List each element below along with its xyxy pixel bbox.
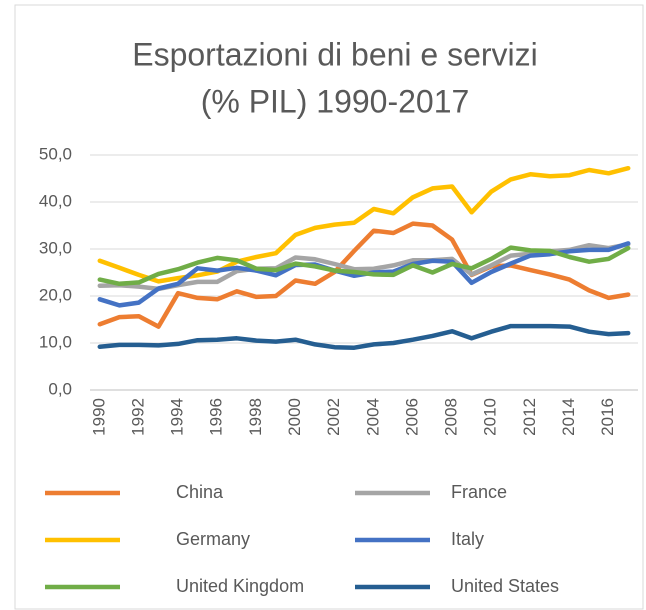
legend-label: Italy — [451, 529, 484, 549]
legend-label: United States — [451, 576, 559, 596]
series-line — [97, 245, 631, 287]
y-tick-label: 40,0 — [39, 191, 72, 210]
x-tick-label: 1994 — [168, 398, 187, 436]
series-line — [97, 323, 631, 350]
x-tick-label: 1996 — [207, 398, 226, 436]
legend-label: United Kingdom — [176, 576, 304, 596]
series-line — [97, 221, 631, 329]
x-tick-label: 2004 — [363, 398, 382, 436]
x-tick-label: 2010 — [481, 398, 500, 436]
x-tick-label: 2000 — [285, 398, 304, 436]
x-tick-label: 1990 — [89, 398, 108, 436]
x-tick-label: 2002 — [324, 398, 343, 436]
chart-title: (% PIL) 1990-2017 — [201, 83, 470, 119]
y-tick-label: 30,0 — [39, 238, 72, 257]
legend-label: Germany — [176, 529, 250, 549]
x-tick-label: 2012 — [520, 398, 539, 436]
legend-label: China — [176, 482, 224, 502]
chart-title: Esportazioni di beni e servizi — [132, 36, 538, 72]
x-tick-label: 2008 — [442, 398, 461, 436]
x-tick-label: 1998 — [246, 398, 265, 436]
y-tick-label: 10,0 — [39, 332, 72, 351]
y-tick-label: 0,0 — [48, 379, 72, 398]
legend-label: France — [451, 482, 507, 502]
x-tick-label: 2006 — [402, 398, 421, 436]
x-tick-label: 1992 — [128, 398, 147, 436]
y-tick-label: 50,0 — [39, 144, 72, 163]
y-tick-label: 20,0 — [39, 285, 72, 304]
x-tick-label: 2014 — [559, 398, 578, 436]
x-tick-label: 2016 — [598, 398, 617, 436]
